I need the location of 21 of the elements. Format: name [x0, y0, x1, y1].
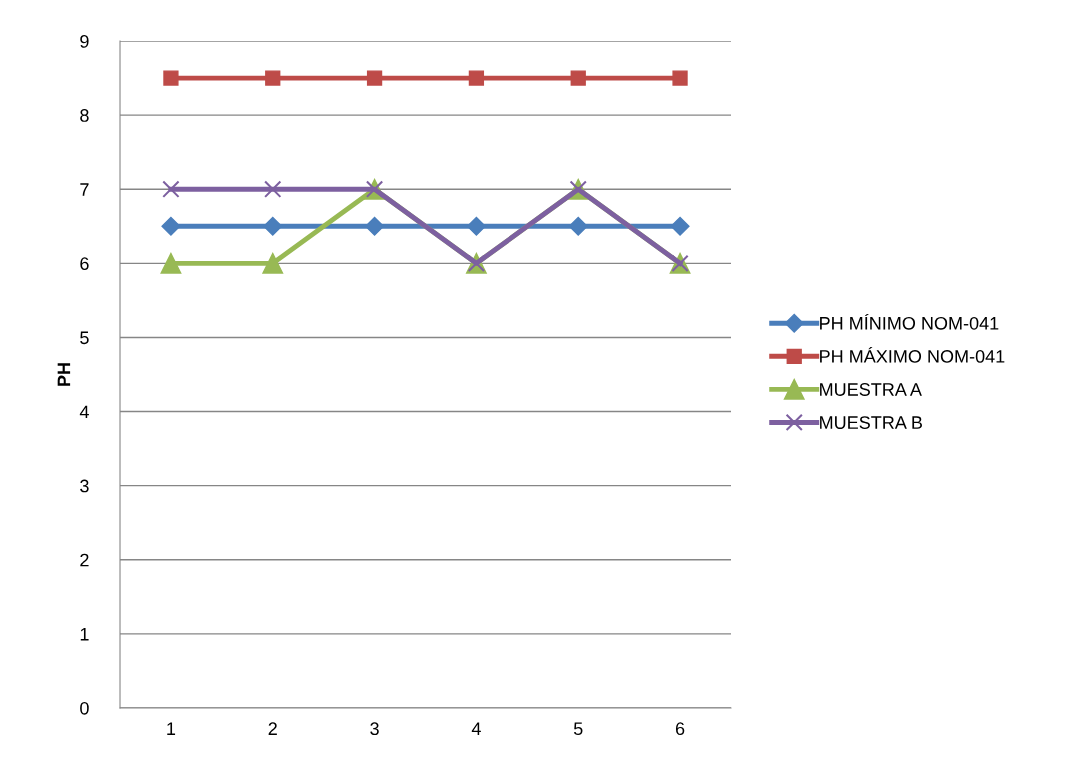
y-tick-label: 1	[80, 627, 89, 641]
y-tick-label: 7	[80, 183, 89, 196]
y-tick-label: 3	[80, 479, 89, 493]
legend-label: MUESTRA A	[820, 383, 922, 396]
y-tick-label: 9	[80, 34, 89, 48]
x-tick-label: 1	[167, 722, 176, 735]
y-tick-label: 4	[79, 405, 89, 419]
x-tick-label: 2	[268, 722, 277, 735]
x-tick-label: 6	[675, 722, 685, 736]
legend-label: PH MÁXIMO NOM-041	[820, 346, 1005, 363]
y-tick-label: 2	[80, 553, 89, 567]
x-tick-label: 5	[573, 722, 583, 736]
y-axis-title: PH	[57, 363, 71, 386]
y-tick-label: 8	[80, 109, 89, 122]
y-tick-label: 6	[80, 257, 89, 271]
y-tick-label: 5	[80, 331, 89, 345]
x-tick-label: 4	[471, 722, 481, 735]
x-tick-label: 3	[370, 722, 379, 736]
y-tick-label: 0	[80, 701, 89, 715]
legend-label: PH MÍNIMO NOM-041	[820, 313, 999, 330]
legend-label: MUESTRA B	[820, 416, 922, 429]
